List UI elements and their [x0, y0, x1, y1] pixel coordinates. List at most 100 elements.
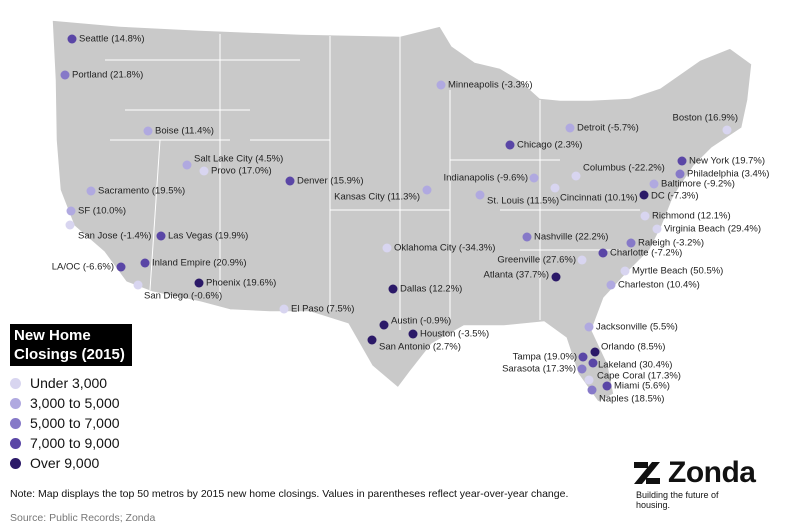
- metro-dot: [133, 280, 143, 290]
- metro-label: Nashville (22.2%): [534, 232, 608, 243]
- metro-dot: [652, 224, 662, 234]
- metro-dot: [436, 80, 446, 90]
- metro-dot: [587, 385, 597, 395]
- legend: Under 3,000 3,000 to 5,000 5,000 to 7,000 7…: [10, 373, 120, 473]
- metro-dot: [522, 232, 532, 242]
- legend-item: 3,000 to 5,000: [10, 393, 120, 413]
- metro-dot: [388, 284, 398, 294]
- metro-label: Cape Coral (17.3%): [597, 371, 681, 382]
- metro-dot: [626, 238, 636, 248]
- metro-dot: [529, 173, 539, 183]
- metro-label: Greenville (27.6%): [497, 255, 576, 266]
- note: Note: Map displays the top 50 metros by …: [10, 488, 569, 500]
- metro-dot: [279, 304, 289, 314]
- metro-label: Richmond (12.1%): [652, 211, 731, 222]
- logo-icon: [634, 462, 660, 484]
- metro-label: DC (-7.3%): [651, 191, 699, 202]
- metro-label: Provo (17.0%): [211, 166, 272, 177]
- metro-dot: [577, 364, 587, 374]
- metro-label: Detroit (-5.7%): [577, 123, 639, 134]
- metro-label: Atlanta (37.7%): [484, 270, 549, 281]
- metro-dot: [194, 278, 204, 288]
- metro-dot: [722, 125, 732, 135]
- metro-dot: [677, 156, 687, 166]
- legend-swatch: [10, 417, 21, 429]
- metro-layer: Seattle (14.8%) Portland (21.8%) Boise (11…: [52, 34, 770, 405]
- legend-item: 7,000 to 9,000: [10, 433, 120, 453]
- metro-dot: [588, 358, 598, 368]
- metro-label: Indianapolis (-9.6%): [444, 173, 529, 184]
- legend-swatch: [10, 397, 21, 409]
- metro-dot: [505, 140, 515, 150]
- metro-dot: [675, 169, 685, 179]
- metro-label: Baltimore (-9.2%): [661, 179, 735, 190]
- metro-dot: [86, 186, 96, 196]
- metro-label: Chicago (2.3%): [517, 140, 582, 151]
- legend-title: New Home Closings (2015): [10, 324, 132, 366]
- metro-dot: [649, 179, 659, 189]
- metro-dot: [65, 220, 75, 230]
- metro-dot: [143, 126, 153, 136]
- metro-label: Sacramento (19.5%): [98, 186, 185, 197]
- metro-label: Salt Lake City (4.5%): [194, 154, 283, 165]
- legend-label: 3,000 to 5,000: [30, 395, 120, 411]
- metro-label: Virginia Beach (29.4%): [664, 224, 761, 235]
- metro-dot: [640, 211, 650, 221]
- metro-dot: [199, 166, 209, 176]
- metro-dot: [140, 258, 150, 268]
- metro-dot: [116, 262, 126, 272]
- metro-label: Houston (-3.5%): [420, 329, 489, 340]
- legend-label: 7,000 to 9,000: [30, 435, 120, 451]
- metro-label: Lakeland (30.4%): [598, 360, 672, 371]
- metro-label: Jacksonville (5.5%): [596, 322, 678, 333]
- metro-dot: [182, 160, 192, 170]
- metro-dot: [408, 329, 418, 339]
- legend-swatch: [10, 437, 21, 449]
- metro-label: Denver (15.9%): [297, 176, 364, 187]
- metro-label: Austin (-0.9%): [391, 316, 451, 327]
- metro-label: El Paso (7.5%): [291, 304, 354, 315]
- us-outline: [51, 19, 753, 403]
- metro-dot: [584, 375, 594, 385]
- metro-dot: [577, 255, 587, 265]
- metro-label: Oklahoma City (-34.3%): [394, 243, 495, 254]
- metro-label: Sarasota (17.3%): [502, 364, 576, 375]
- metro-dot: [475, 190, 485, 200]
- metro-label: Inland Empire (20.9%): [152, 258, 247, 269]
- legend-item: Under 3,000: [10, 373, 120, 393]
- metro-dot: [565, 123, 575, 133]
- metro-label: Dallas (12.2%): [400, 284, 462, 295]
- metro-label: Philadelphia (3.4%): [687, 169, 769, 180]
- metro-dot: [571, 171, 581, 181]
- metro-dot: [67, 34, 77, 44]
- metro-label: Kansas City (11.3%): [334, 192, 420, 203]
- metro-dot: [156, 231, 166, 241]
- metro-label: Cincinnati (10.1%): [560, 193, 638, 204]
- metro-label: Charleston (10.4%): [618, 280, 700, 291]
- metro-dot: [66, 206, 76, 216]
- logo: Zonda Building the future of housing.: [632, 456, 782, 510]
- logo-name: Zonda: [668, 456, 756, 489]
- metro-label: Tampa (19.0%): [513, 352, 577, 363]
- metro-label: Myrtle Beach (50.5%): [632, 266, 723, 277]
- legend-label: Over 9,000: [30, 455, 100, 471]
- metro-dot: [551, 272, 561, 282]
- metro-dot: [60, 70, 70, 80]
- metro-dot: [382, 243, 392, 253]
- state-lines: [105, 34, 640, 330]
- metro-label: Miami (5.6%): [614, 381, 670, 392]
- legend-item: Over 9,000: [10, 453, 120, 473]
- metro-label: Naples (18.5%): [599, 394, 664, 405]
- metro-label: Phoenix (19.6%): [206, 278, 276, 289]
- metro-label: St. Louis (11.5%): [487, 196, 559, 207]
- metro-label: Boston (16.9%): [673, 113, 738, 124]
- metro-label: SF (10.0%): [78, 206, 126, 217]
- metro-dot: [550, 183, 560, 193]
- metro-label: Orlando (8.5%): [601, 342, 665, 353]
- metro-dot: [590, 347, 600, 357]
- metro-label: San Antonio (2.7%): [379, 342, 461, 353]
- metro-label: Las Vegas (19.9%): [168, 231, 248, 242]
- metro-label: San Jose (-1.4%): [78, 231, 151, 242]
- metro-dot: [602, 381, 612, 391]
